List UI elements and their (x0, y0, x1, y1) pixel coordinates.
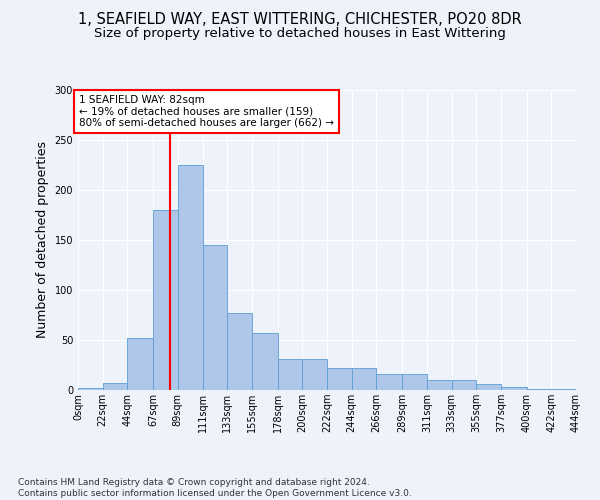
Bar (103, 383, 127, 390)
Bar (127, 338, 153, 390)
Bar (352, 368, 376, 390)
Text: Size of property relative to detached houses in East Wittering: Size of property relative to detached ho… (94, 28, 506, 40)
Bar (78, 388, 103, 390)
Bar (527, 389, 551, 390)
Bar (153, 210, 178, 390)
Bar (227, 313, 252, 390)
Bar (203, 245, 227, 390)
Bar (278, 359, 302, 390)
Bar (427, 380, 452, 390)
Bar (376, 374, 402, 390)
Bar (452, 380, 476, 390)
Bar (252, 333, 278, 390)
Text: 1 SEAFIELD WAY: 82sqm
← 19% of detached houses are smaller (159)
80% of semi-det: 1 SEAFIELD WAY: 82sqm ← 19% of detached … (79, 95, 334, 128)
Bar (476, 384, 501, 390)
Bar (302, 359, 327, 390)
Bar (501, 387, 527, 390)
Bar (178, 165, 203, 390)
Y-axis label: Number of detached properties: Number of detached properties (36, 142, 49, 338)
Bar (402, 374, 427, 390)
Text: 1, SEAFIELD WAY, EAST WITTERING, CHICHESTER, PO20 8DR: 1, SEAFIELD WAY, EAST WITTERING, CHICHES… (78, 12, 522, 28)
Bar (551, 389, 576, 390)
Text: Contains HM Land Registry data © Crown copyright and database right 2024.
Contai: Contains HM Land Registry data © Crown c… (18, 478, 412, 498)
Bar (327, 368, 352, 390)
